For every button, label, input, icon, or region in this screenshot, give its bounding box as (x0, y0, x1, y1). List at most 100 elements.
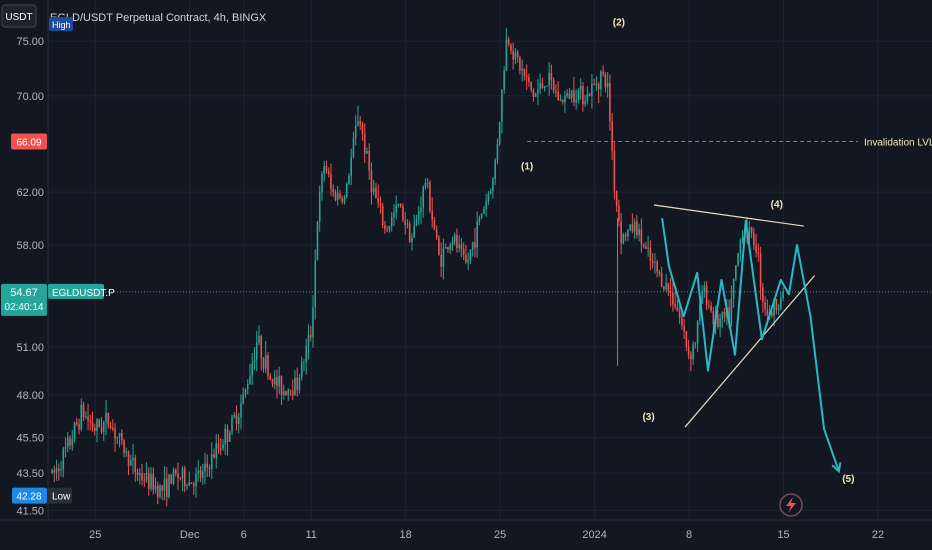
candle-body (588, 94, 591, 97)
candle-body (226, 428, 229, 442)
wave-label: (2) (613, 17, 625, 28)
candle-body (453, 234, 456, 242)
candle (145, 462, 148, 483)
x-tick-label: 6 (241, 529, 247, 541)
candle (735, 265, 737, 282)
candle-body (485, 201, 487, 210)
candle-body (82, 404, 85, 418)
candle (496, 138, 499, 165)
candle-body (102, 421, 105, 432)
candle (57, 463, 60, 481)
candle-body (564, 95, 566, 103)
candle-body (303, 361, 305, 363)
candle (105, 400, 107, 436)
candle (429, 180, 431, 214)
candle-body (330, 174, 332, 190)
candle-body (548, 72, 550, 86)
candle-body (352, 138, 355, 158)
current-price-text: 54.67 (10, 287, 38, 299)
candle (426, 177, 429, 189)
candle-body (602, 71, 604, 75)
candle-body (732, 279, 735, 299)
candle-body (510, 44, 512, 51)
candle-body (62, 448, 65, 470)
candle-body (757, 252, 760, 254)
candle (593, 78, 595, 86)
candle-body (537, 89, 539, 94)
candle (564, 90, 566, 113)
candle-body (750, 227, 753, 233)
candle-body (717, 314, 719, 327)
candle-body (642, 243, 645, 247)
candle (602, 65, 604, 77)
candle (555, 84, 557, 98)
candle (642, 243, 645, 249)
candle (408, 220, 411, 243)
candle-body (471, 242, 474, 250)
candle (350, 148, 353, 186)
candle (537, 78, 539, 105)
candle (525, 64, 528, 90)
candle (109, 421, 112, 430)
candle (469, 249, 472, 265)
candle (440, 242, 442, 278)
candle-body (600, 71, 602, 90)
candle-body (181, 467, 184, 479)
candle-body (75, 422, 78, 425)
candle-body (116, 436, 119, 439)
candle-body (444, 246, 447, 249)
candle-body (255, 342, 258, 360)
candle (240, 394, 242, 430)
candle-body (433, 220, 436, 230)
candle (314, 249, 317, 320)
candle-body (489, 191, 492, 195)
candle-body (269, 376, 272, 380)
candle-body (627, 229, 629, 237)
candle (118, 432, 121, 448)
candle (510, 43, 512, 55)
candle (190, 482, 193, 485)
candle-body (143, 479, 146, 481)
candle-body (465, 254, 467, 263)
wave-labels: (1) (2) (3) (4) (5) (521, 17, 854, 485)
currency-button-label[interactable]: USDT (5, 12, 32, 23)
candle (89, 414, 92, 431)
candle-body (188, 482, 191, 486)
candle (719, 313, 721, 338)
candle-body (613, 151, 616, 192)
candle (366, 147, 368, 155)
candle (91, 411, 94, 432)
wave-label: (1) (521, 161, 533, 172)
candle-body (570, 90, 573, 99)
candle (485, 193, 487, 217)
candle-body (582, 85, 584, 105)
candle-body (579, 85, 582, 91)
candle (120, 429, 123, 445)
candle-body (262, 358, 265, 369)
currency-button[interactable]: USDT (1, 4, 37, 28)
candle-body (291, 390, 294, 396)
candle-body (708, 305, 710, 307)
candle (723, 308, 726, 323)
candle (523, 68, 526, 81)
candle (532, 88, 535, 102)
candle-body (109, 425, 112, 429)
candle-body (523, 68, 526, 76)
lightning-icon[interactable] (779, 493, 803, 517)
candle-body (258, 336, 260, 343)
candle (235, 405, 238, 431)
candle-body (669, 290, 672, 293)
trendline-upper (653, 204, 804, 227)
candle-body (561, 99, 564, 103)
candle-body (667, 282, 670, 291)
candle-body (136, 472, 139, 476)
candle-body (728, 307, 730, 324)
candle (703, 281, 706, 299)
candle-body (237, 417, 240, 424)
candle (507, 36, 510, 47)
candle (764, 295, 766, 317)
candle-body (719, 318, 721, 327)
candle-body (186, 485, 188, 487)
candle-body (521, 68, 523, 71)
